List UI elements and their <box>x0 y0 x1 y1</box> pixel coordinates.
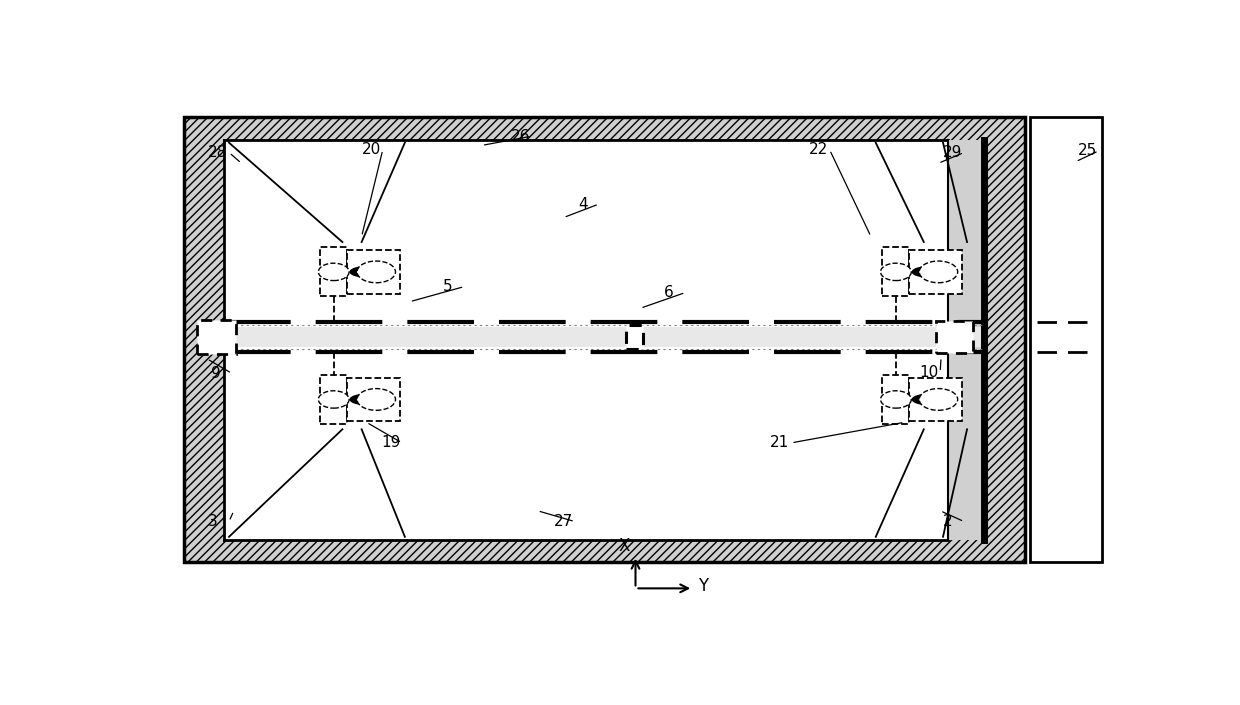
Circle shape <box>357 388 396 410</box>
Bar <box>883 247 909 296</box>
Circle shape <box>880 263 911 281</box>
Text: 20: 20 <box>362 142 381 157</box>
Bar <box>947 140 985 539</box>
Text: 19: 19 <box>381 436 401 450</box>
Bar <box>224 327 985 347</box>
Text: 21: 21 <box>770 436 790 450</box>
Circle shape <box>919 388 957 410</box>
Text: Y: Y <box>698 577 708 595</box>
Circle shape <box>319 391 350 408</box>
Bar <box>347 250 401 293</box>
Text: 22: 22 <box>808 142 828 157</box>
Bar <box>320 375 347 424</box>
Bar <box>909 378 962 421</box>
Bar <box>224 140 947 539</box>
Text: 10: 10 <box>919 364 939 380</box>
Ellipse shape <box>350 266 388 277</box>
Bar <box>936 321 973 353</box>
Ellipse shape <box>913 266 951 277</box>
Bar <box>347 378 401 421</box>
Bar <box>184 117 1024 563</box>
Ellipse shape <box>913 394 951 405</box>
Text: 28: 28 <box>208 145 227 160</box>
Circle shape <box>880 391 911 408</box>
Circle shape <box>919 261 957 283</box>
Text: 2: 2 <box>942 514 952 529</box>
Ellipse shape <box>350 394 388 405</box>
Text: X: X <box>619 537 630 556</box>
Text: 5: 5 <box>444 279 453 294</box>
Circle shape <box>319 263 350 281</box>
Bar <box>197 319 236 355</box>
Text: 25: 25 <box>1078 143 1097 159</box>
Text: 27: 27 <box>554 514 573 529</box>
Bar <box>320 247 347 296</box>
Bar <box>909 250 962 293</box>
Circle shape <box>357 261 396 283</box>
Text: 26: 26 <box>511 129 529 144</box>
Text: 3: 3 <box>208 514 217 529</box>
Text: 4: 4 <box>578 197 588 212</box>
Bar <box>1029 117 1101 563</box>
Bar <box>883 375 909 424</box>
Text: 29: 29 <box>942 145 962 160</box>
Text: 6: 6 <box>665 285 675 300</box>
Bar <box>626 325 644 349</box>
Text: 9: 9 <box>211 366 221 381</box>
